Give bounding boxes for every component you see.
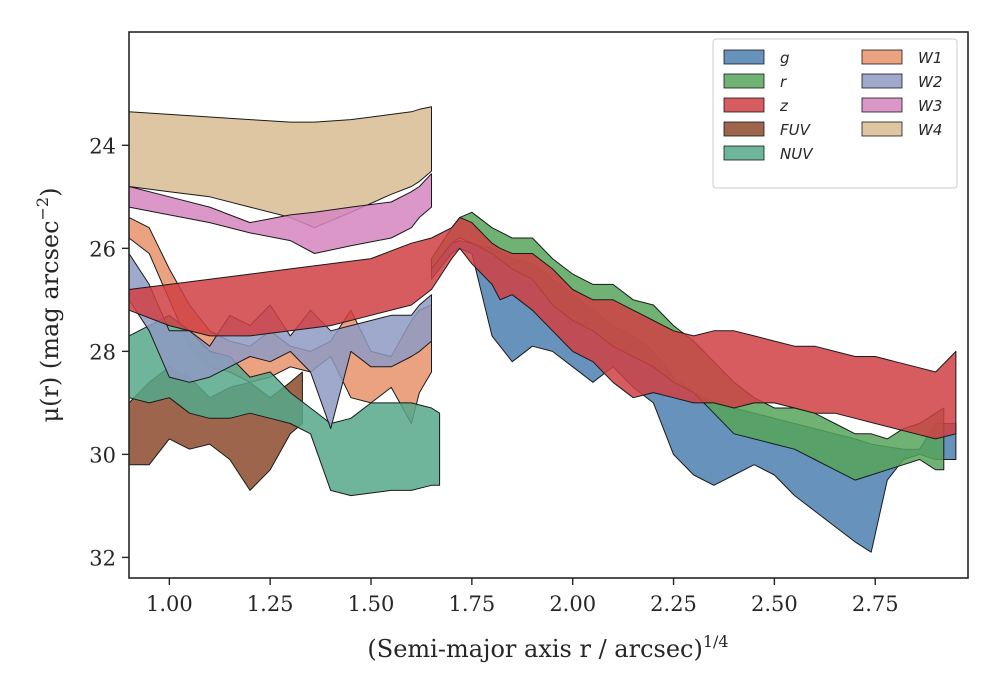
x-tick-label: 2.00 (549, 592, 596, 616)
legend-swatch-w2 (861, 73, 903, 89)
legend-label-w3: W3 (918, 97, 942, 115)
plot-frame (128, 31, 969, 579)
x-tick-label: 2.50 (751, 592, 798, 616)
x-tick-label: 1.50 (348, 592, 395, 616)
x-tick-label: 2.25 (650, 592, 697, 616)
legend-swatch-w3 (861, 97, 903, 113)
x-tick-label: 2.75 (852, 592, 899, 616)
legend-label-r: r (780, 73, 787, 91)
y-tick-label: 30 (89, 443, 116, 467)
y-tick-label: 28 (89, 340, 116, 364)
x-axis-ticks: 1.00 1.25 1.50 1.75 2.00 2.25 2.50 2.75 (146, 578, 899, 616)
legend-label-g: g (780, 49, 790, 67)
legend-label-w2: W2 (918, 73, 942, 91)
x-tick-label: 1.75 (448, 592, 495, 616)
legend-swatch-w4 (861, 121, 903, 137)
y-axis-label: μ(r) (mag arcsec−2) (33, 188, 64, 423)
x-tick-label: 1.00 (146, 592, 193, 616)
x-tick-label: 1.25 (247, 592, 294, 616)
y-tick-label: 26 (89, 237, 116, 261)
x-axis-label: (Semi-major axis r / arcsec)1/4 (367, 632, 728, 663)
legend-label-fuv: FUV (780, 121, 812, 139)
y-axis-ticks: 24 26 28 30 32 (89, 134, 129, 570)
band-z (128, 216, 957, 440)
band-areas (128, 106, 957, 553)
y-tick-label: 24 (89, 134, 116, 158)
legend-swatch-nuv (723, 145, 765, 161)
legend-swatch-g (723, 49, 765, 65)
legend-swatch-z (723, 97, 765, 113)
band-w4 (128, 106, 432, 229)
legend-label-z: z (779, 97, 789, 115)
legend-swatch-fuv (723, 121, 765, 137)
legend-label-nuv: NUV (780, 145, 814, 163)
legend-swatch-r (723, 73, 765, 89)
legend-swatch-w1 (861, 49, 903, 65)
y-tick-label: 32 (89, 546, 116, 570)
legend-label-w1: W1 (918, 49, 942, 67)
band-w3 (128, 173, 432, 254)
legend-label-w4: W4 (918, 121, 942, 139)
legend: grz FUV NUV W1 W2 W3 W4 (712, 38, 958, 189)
